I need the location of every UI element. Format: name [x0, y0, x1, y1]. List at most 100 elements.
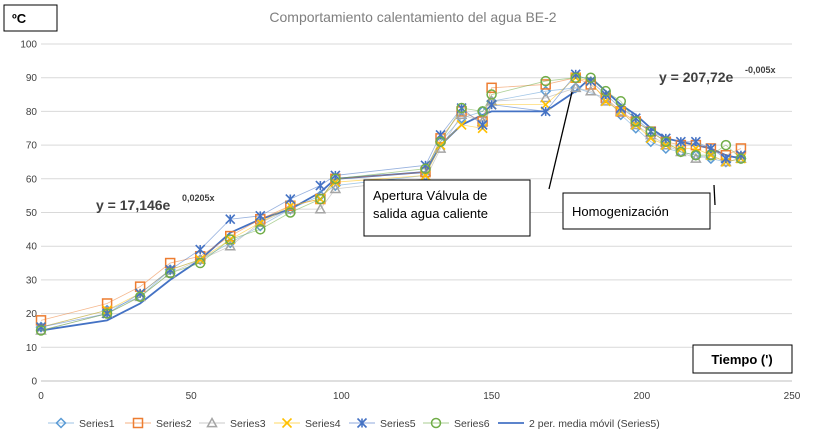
series-5-point [486, 99, 497, 110]
series-6-point [315, 193, 326, 205]
x-tick-label: 50 [186, 391, 198, 402]
series-5-point [195, 244, 206, 255]
series-3-point [254, 216, 267, 227]
x-tick-label: 0 [38, 391, 44, 402]
legend-marker [132, 417, 144, 429]
series-3-point [584, 85, 597, 96]
legend-marker [55, 417, 67, 429]
series-6-point [435, 136, 446, 147]
legend-label: Series4 [305, 418, 341, 430]
equation-left-base: y = 17,146e [96, 197, 171, 213]
series-5-point [225, 214, 236, 225]
series-3-point [660, 139, 672, 150]
equation-left: y = 17,146e 0,0205x [96, 193, 215, 213]
series-6-point [486, 89, 497, 100]
series-6-point [420, 163, 431, 174]
series-6-point [255, 224, 266, 235]
y-tick-label: 90 [26, 73, 38, 84]
equation-left-exponent: 0,0205x [182, 193, 215, 203]
equation-right-base: y = 207,72e [659, 69, 734, 85]
series-6-point [705, 149, 717, 161]
y-tick-label: 20 [26, 309, 38, 320]
equation-right: y = 207,72e -0,005x [659, 65, 776, 85]
series-6-point [675, 146, 687, 158]
legend-item-series-6: Series6 [423, 417, 490, 430]
series-5-point [477, 119, 488, 130]
legend: Series1 Series2 Series3 Series4 Series5 Serie… [48, 416, 660, 430]
y-tick-label: 40 [26, 242, 38, 253]
series-3-point [630, 118, 642, 130]
legend-marker [206, 416, 218, 428]
legend-item-series-5: Series5 [349, 417, 416, 430]
series-6-point [225, 234, 236, 245]
series-6-point [194, 257, 206, 269]
series-6-point [585, 72, 596, 83]
xlabel-box: Tiempo (') [692, 344, 793, 374]
series-5-point [540, 106, 551, 117]
annotation-valve-pointer [548, 91, 573, 190]
y-tick-label: 70 [26, 141, 38, 152]
annotation-valve-line1: Apertura Válvula de [373, 188, 487, 203]
series-5-point [255, 210, 266, 221]
legend-marker [356, 417, 368, 429]
series-5-point [690, 136, 701, 147]
legend-item-moving-average: 2 per. media móvil (Series5) [498, 418, 660, 430]
series-6-point [35, 325, 47, 336]
y-axis-label: ºC [12, 11, 27, 26]
series-6-point [456, 102, 467, 114]
series-6-point [164, 267, 176, 279]
series-5-line [40, 73, 742, 328]
series-6-point [285, 207, 296, 218]
series-6-point [720, 139, 732, 151]
series-5-point [315, 180, 326, 191]
data-series [35, 69, 747, 336]
y-tick-label: 10 [26, 343, 38, 354]
chart-title: Comportamiento calentamiento del agua BE… [269, 9, 556, 25]
annotation-valve: Apertura Válvula de salida agua caliente [363, 91, 573, 237]
y-tick-labels: 0 10 20 30 40 50 60 70 80 90 100 [20, 40, 37, 388]
legend-label: Series5 [380, 418, 416, 430]
series-2-point [486, 82, 497, 94]
y-tick-label: 100 [20, 40, 37, 51]
series-6-point [570, 72, 581, 83]
series-3-point [329, 182, 342, 194]
annotation-valve-line2: salida agua caliente [373, 206, 488, 221]
legend-label: Series6 [454, 418, 490, 430]
series-6-point [645, 126, 657, 137]
gridlines [41, 43, 792, 382]
annotation-homog: Homogenización [562, 184, 716, 230]
series-6-point [690, 149, 702, 161]
series-6-point [735, 153, 747, 164]
series-6-point [477, 106, 488, 117]
series-5-point [720, 153, 731, 164]
series-3-point [455, 108, 468, 120]
x-tick-label: 200 [633, 391, 650, 402]
series-6-point [101, 308, 113, 319]
series-3-point [690, 152, 702, 163]
series-6-point [540, 75, 551, 87]
series-5-point [675, 136, 686, 147]
series-3-point [539, 91, 552, 103]
series-6-point [630, 116, 642, 127]
legend-label: Series3 [230, 418, 266, 430]
legend-marker [281, 417, 293, 429]
legend-label: Series2 [156, 418, 192, 430]
x-tick-label: 250 [784, 391, 801, 402]
y-tick-label: 50 [26, 208, 38, 219]
y-tick-label: 30 [26, 275, 38, 286]
series-3-point [705, 149, 717, 160]
series-4-point [435, 140, 446, 151]
series-6-point [134, 291, 146, 302]
series-3-point [314, 203, 327, 214]
series-1-point [570, 82, 582, 94]
equation-right-exponent: -0,005x [745, 65, 776, 75]
series-6-point [600, 85, 612, 97]
ylabel-box: ºC [3, 4, 58, 32]
y-tick-label: 60 [26, 174, 38, 185]
legend-item-series-3: Series3 [199, 416, 266, 430]
legend-marker [430, 417, 442, 429]
series-6-point [660, 136, 672, 147]
legend-label: Series1 [79, 418, 115, 430]
series-3-point [569, 81, 582, 93]
